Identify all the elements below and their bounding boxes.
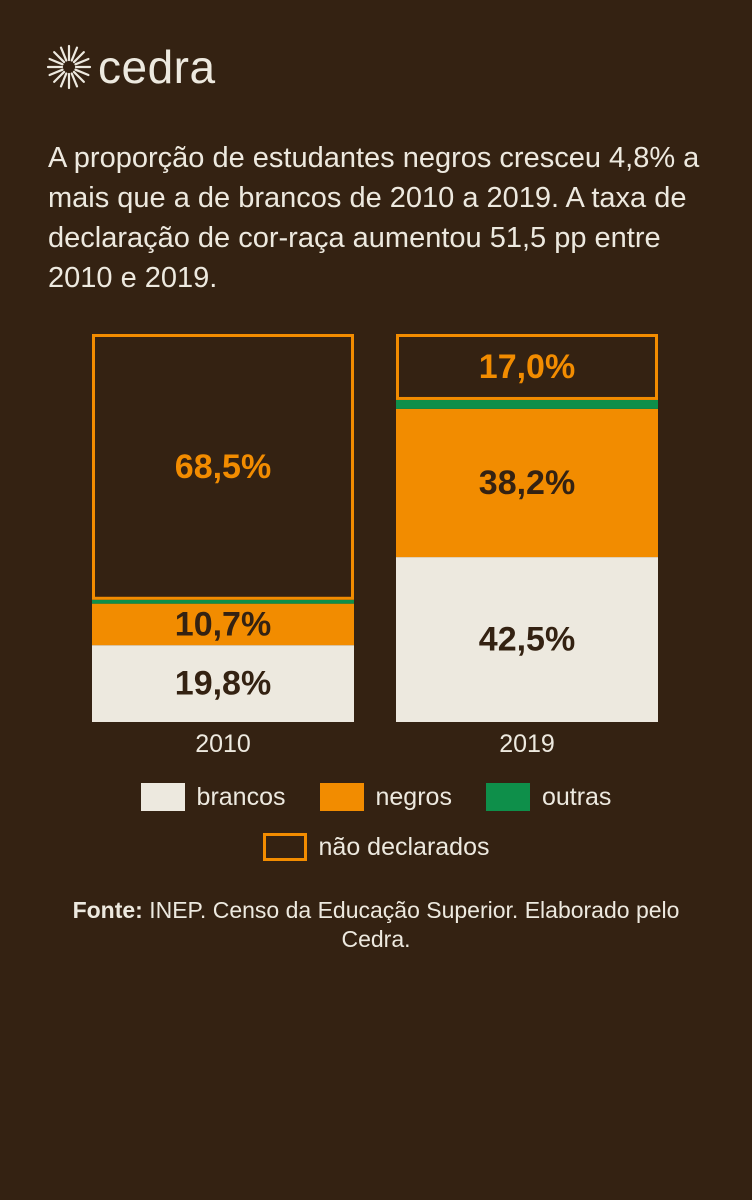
bar-2010-negros	[92, 603, 354, 646]
bar-2019-negros	[396, 408, 658, 558]
data-label-2010-nao-declarados: 68,5%	[175, 448, 271, 486]
bar-2010-nao-declarados	[92, 334, 354, 600]
legend-label-negros: negros	[375, 782, 452, 811]
legend-swatch-outras	[485, 783, 530, 811]
brand-name: cedra	[98, 41, 216, 93]
legend-label-outras: outras	[541, 782, 612, 811]
legend-swatch-negros	[319, 783, 364, 811]
bar-2019-brancos	[396, 557, 658, 722]
bar-2010-brancos	[92, 645, 354, 722]
sunburst-icon	[46, 44, 92, 90]
legend-swatch-brancos	[140, 783, 185, 811]
legend-label-nao-declarados: não declarados	[318, 832, 490, 861]
data-label-2019-brancos: 42,5%	[479, 621, 575, 659]
legend-label-brancos: brancos	[196, 782, 286, 811]
data-label-2019-nao-declarados: 17,0%	[479, 348, 575, 386]
source-prefix: Fonte:	[72, 897, 143, 923]
source-note: Fonte: INEP. Censo da Educação Superior.…	[40, 896, 712, 954]
data-label-2010-negros: 10,7%	[175, 605, 271, 643]
legend-item-nao-declarados: não declarados	[262, 832, 490, 862]
x-tick-label-2010: 2010	[195, 730, 251, 758]
legend: brancos negros outras não declarados	[0, 782, 752, 862]
source-text: INEP. Censo da Educação Superior. Elabor…	[142, 897, 680, 952]
data-label-2019-negros: 38,2%	[479, 464, 575, 502]
legend-swatch-nao-declarados	[262, 833, 307, 861]
bar-2010-outras	[92, 599, 354, 604]
bar-2019-outras	[396, 399, 658, 409]
legend-item-outras: outras	[485, 782, 612, 812]
headline: A proporção de estudantes negros cresceu…	[48, 142, 700, 294]
stacked-bar-chart: 19,8% 10,7% 68,5% 2010 42,5% 38,2% 17,0% 2019	[92, 334, 658, 758]
bar-2019-nao-declarados	[396, 334, 658, 400]
data-label-2010-brancos: 19,8%	[175, 665, 271, 703]
legend-item-brancos: brancos	[140, 782, 286, 812]
x-tick-label-2019: 2019	[499, 730, 555, 758]
brand-logo: cedra	[46, 44, 216, 90]
legend-item-negros: negros	[319, 782, 452, 812]
